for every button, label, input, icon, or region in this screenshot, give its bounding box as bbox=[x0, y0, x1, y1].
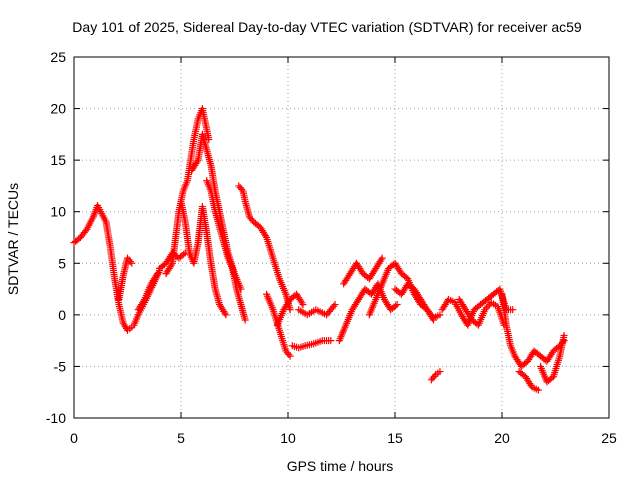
track-marker bbox=[262, 232, 270, 240]
x-tick-label: 25 bbox=[601, 430, 617, 446]
y-axis-label: SDTVAR / TECUs bbox=[5, 183, 21, 295]
y-tick-label: -5 bbox=[54, 358, 67, 374]
x-tick-label: 15 bbox=[387, 430, 403, 446]
point-layer bbox=[70, 105, 568, 394]
x-tick-label: 10 bbox=[280, 430, 296, 446]
track-marker bbox=[248, 216, 256, 224]
track-marker bbox=[152, 271, 160, 279]
data-point bbox=[286, 306, 294, 314]
data-point bbox=[393, 301, 401, 309]
data-point bbox=[205, 136, 213, 144]
data-point bbox=[436, 311, 444, 319]
track-marker bbox=[180, 250, 188, 258]
data-point bbox=[128, 259, 136, 267]
y-tick-label: 25 bbox=[50, 49, 66, 65]
tick-layer: 0 5 10 15 20 25 -10 -5 0 5 10 15 20 25 bbox=[46, 49, 617, 446]
chart-title: Day 101 of 2025, Sidereal Day-to-day VTE… bbox=[72, 19, 582, 35]
data-point bbox=[327, 337, 335, 345]
track-marker bbox=[298, 299, 306, 307]
y-tick-label: 5 bbox=[58, 255, 66, 271]
track-marker bbox=[377, 256, 385, 264]
track-marker bbox=[140, 297, 148, 305]
track-marker bbox=[221, 309, 229, 317]
data-point bbox=[331, 301, 339, 309]
data-point bbox=[153, 270, 161, 278]
data-point bbox=[560, 331, 568, 339]
y-tick-label: 10 bbox=[50, 204, 66, 220]
y-tick-label: 0 bbox=[58, 307, 66, 323]
data-point bbox=[286, 352, 294, 360]
track-marker bbox=[82, 227, 90, 235]
y-tick-label: 20 bbox=[50, 101, 66, 117]
track-marker bbox=[126, 258, 134, 266]
track-marker bbox=[238, 185, 246, 193]
x-tick-label: 0 bbox=[70, 430, 78, 446]
y-tick-label: 15 bbox=[50, 152, 66, 168]
track-marker bbox=[167, 261, 175, 269]
grid-layer bbox=[74, 57, 609, 418]
track-marker bbox=[430, 372, 438, 380]
plot-frame bbox=[73, 56, 610, 419]
x-tick-label: 20 bbox=[494, 430, 510, 446]
track-marker bbox=[330, 302, 338, 310]
x-axis-label: GPS time / hours bbox=[287, 458, 394, 474]
y-tick-label: -10 bbox=[46, 410, 66, 426]
data-point bbox=[534, 386, 542, 394]
data-point bbox=[509, 306, 517, 314]
x-tick-label: 5 bbox=[177, 430, 185, 446]
track-marker bbox=[285, 350, 293, 358]
data-point bbox=[299, 301, 307, 309]
track-marker bbox=[193, 158, 201, 166]
data-point bbox=[378, 254, 386, 262]
data-point bbox=[241, 316, 249, 324]
data-point bbox=[222, 311, 230, 319]
data-point bbox=[436, 368, 444, 376]
track-marker bbox=[392, 302, 400, 310]
